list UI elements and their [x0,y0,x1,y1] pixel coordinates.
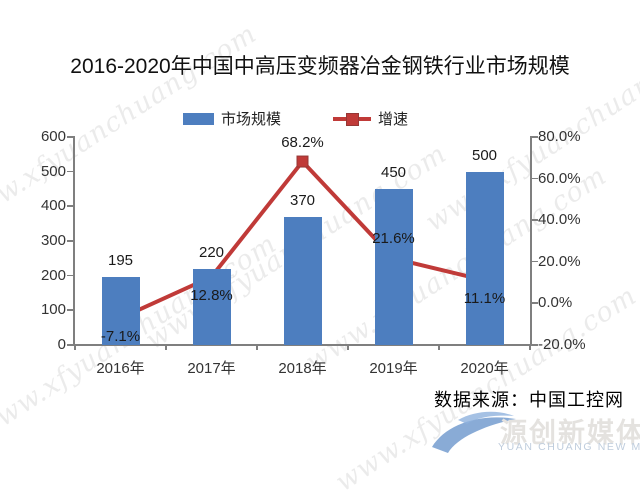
chart-title: 2016-2020年中国中高压变频器冶金钢铁行业市场规模 [70,55,570,78]
left-axis-labels: 600 500 400 300 200 100 0 [0,128,66,353]
right-axis-tick-label: 60.0% [538,169,581,187]
growth-value-label: 11.1% [463,290,506,308]
right-axis-tick-label: 40.0% [538,211,581,229]
line-series-swatch-icon [333,112,372,126]
right-axis-tick [532,177,538,180]
x-axis-label: 2017年 [187,360,236,377]
legend-item-market-size: 市场规模 [183,108,281,129]
x-axis-tick [74,345,76,350]
growth-value-label: 68.2% [281,133,324,151]
left-axis-tick [67,240,73,242]
legend-label-growth: 增速 [378,111,409,128]
yuanchuang-logo: 源创新媒体 YUAN CHUANG NEW MEDIA [428,405,640,475]
left-axis-tick [67,205,73,207]
right-axis-tick [532,344,538,346]
x-axis-tick [165,345,167,350]
left-axis-tick-label: 500 [40,162,66,180]
right-axis-tick [532,136,538,138]
right-axis-tick-label: 20.0% [538,252,581,270]
left-axis-tick [67,136,73,138]
data-source: 数据来源：中国工控网 [434,390,624,410]
bar-2016年 [101,277,140,345]
growth-marker-2018年 [296,155,309,168]
left-axis-tick-label: 200 [40,266,66,284]
bar-value-label: 500 [471,146,498,164]
line-marker-icon [346,112,360,126]
x-axis-label: 2016年 [96,360,145,377]
legend-label-market-size: 市场规模 [221,111,282,128]
right-axis-tick [532,302,538,304]
left-axis-tick-label: 100 [40,301,66,319]
bar-value-label: 450 [380,164,407,181]
left-axis-tick [67,170,73,173]
bar-2020年 [465,171,504,345]
bar-2017年 [192,268,231,345]
right-axis-tick [532,260,538,263]
chart-legend: 市场规模 增速 [183,108,408,129]
x-axis-label: 2019年 [369,360,418,377]
left-axis-tick-label: 0 [57,336,66,353]
chart-page: www.xfyuanchuang.com www.xfyuanchuang.co… [0,18,640,498]
left-axis-tick [67,344,73,346]
left-axis-tick [67,309,73,311]
right-axis-tick-label: -20.0% [538,336,586,353]
growth-value-label: -7.1% [100,328,141,346]
axis-bottom [73,344,532,346]
logo-swoosh-icon [432,411,516,453]
right-axis-tick [532,219,538,221]
x-axis-tick [529,345,531,350]
axis-right [530,136,532,346]
right-axis-labels: 80.0% 60.0% 40.0% 20.0% 0.0% -20.0% [538,128,638,353]
x-axis-tick [256,345,258,350]
x-axis-label: 2018年 [278,360,327,377]
bar-2019年 [374,189,413,345]
plot-area: 2016年 2017年 2018年 2019年 2020年 195 220 370 450 500… [67,133,538,377]
bar-2018年 [283,216,322,345]
logo-text-cn: 源创新媒体 [500,418,640,448]
bar-series-swatch-icon [183,112,214,125]
x-axis-tick [438,345,440,350]
x-axis-tick [347,345,349,350]
right-axis-tick-label: 0.0% [538,294,573,312]
left-axis-tick-label: 600 [40,128,66,145]
axis-left [73,136,75,346]
bar-value-label: 370 [289,191,316,209]
left-axis-tick [67,274,73,277]
growth-value-label: 12.8% [190,286,233,304]
growth-value-label: 21.6% [372,230,415,248]
logo-text-en: YUAN CHUANG NEW MEDIA [498,441,640,453]
bar-value-label: 195 [107,252,134,270]
legend-item-growth: 增速 [333,108,408,129]
bar-value-label: 220 [198,243,225,261]
left-axis-tick-label: 300 [40,232,66,249]
right-axis-tick-label: 80.0% [538,128,581,145]
left-axis-tick-label: 400 [40,197,66,215]
x-axis-label: 2020年 [460,360,509,377]
